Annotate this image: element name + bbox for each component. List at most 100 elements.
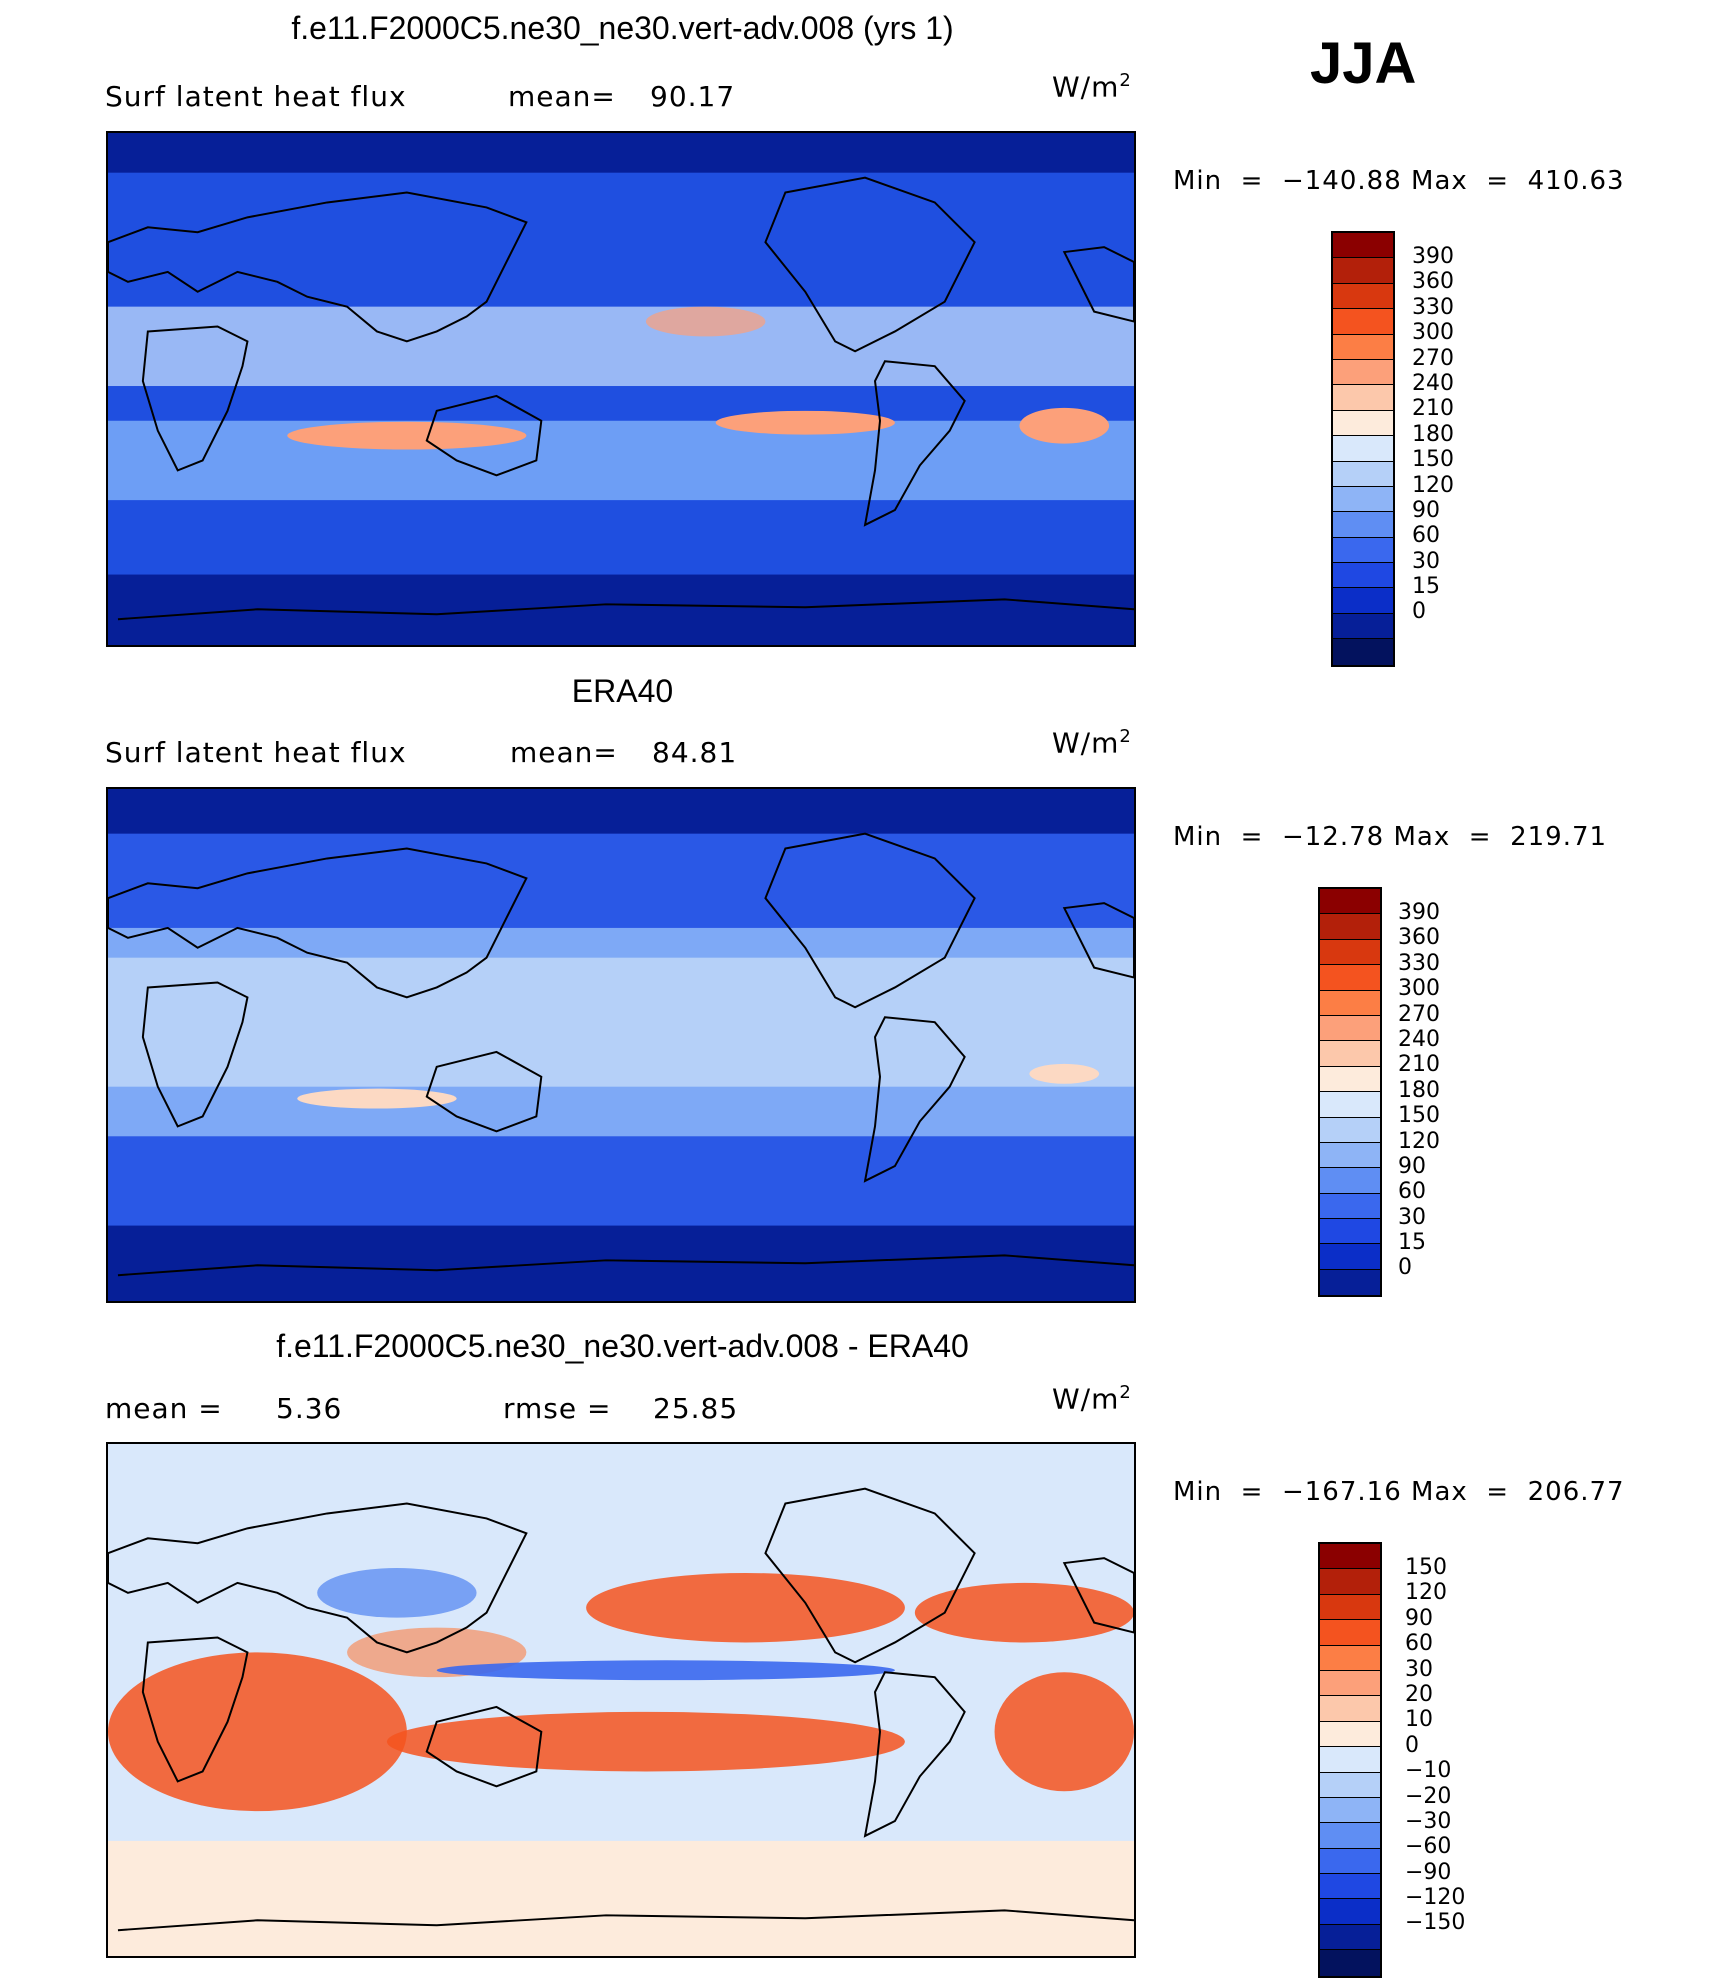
panel-3-colorbar-labels: 150 120 90 60 30 20 10 0 −10 −20 −30 −60 −90 −120 −150: [1405, 1555, 1465, 1936]
colorbar-label: 330: [1398, 950, 1440, 976]
colorbar-label: 210: [1398, 1052, 1440, 1078]
map-background: [108, 133, 1134, 645]
colorbar-swatch: [1333, 486, 1393, 513]
colorbar-swatch: [1333, 334, 1393, 360]
anomaly-negative-itcz: [436, 1660, 895, 1681]
colorbar-label: 150: [1412, 447, 1454, 473]
panel-1-colorbar-labels: 390 360 330 300 270 240 210 180 150 120 90 60 30 15 0: [1412, 244, 1454, 625]
warm-region-atlantic: [1029, 1063, 1100, 1084]
colorbar-swatch: [1333, 258, 1393, 284]
anomaly-spacific: [386, 1711, 905, 1772]
eurasia-coast: [108, 1502, 528, 1654]
colorbar-label: 240: [1412, 370, 1454, 396]
colorbar-label: 0: [1405, 1732, 1419, 1758]
australia-coast: [425, 394, 543, 477]
australia-coast: [425, 1050, 543, 1133]
colorbar-swatch: [1333, 613, 1393, 640]
colorbar-swatch: [1320, 1747, 1380, 1773]
south-america-coast: [863, 1016, 966, 1183]
colorbar-swatch: [1320, 1797, 1380, 1824]
colorbar-label: 90: [1398, 1153, 1426, 1179]
africa-coast: [141, 1636, 249, 1783]
colorbar-label: 240: [1398, 1026, 1440, 1052]
panel-1-map: [106, 131, 1136, 647]
colorbar-label: −20: [1405, 1783, 1452, 1809]
colorbar-label: 20: [1405, 1681, 1433, 1707]
colorbar-label: 390: [1412, 244, 1454, 269]
colorbar-label: 120: [1412, 472, 1454, 498]
anomaly-atlantic-africa: [108, 1652, 407, 1812]
colorbar-swatch: [1320, 1168, 1380, 1194]
colorbar-label: −120: [1405, 1885, 1466, 1911]
anomaly-satlantic: [994, 1672, 1134, 1792]
colorbar-label: −90: [1405, 1859, 1452, 1885]
panel-1-unit: W/m2: [1052, 70, 1132, 104]
colorbar-swatch: [1320, 990, 1380, 1016]
colorbar-label: −10: [1405, 1758, 1452, 1784]
panel-1-variable-label: Surf latent heat flux: [105, 80, 407, 113]
colorbar-swatch: [1320, 1015, 1380, 1042]
colorbar-swatch: [1320, 1142, 1380, 1169]
colorbar-swatch: [1320, 1899, 1380, 1925]
colorbar-label: 180: [1398, 1077, 1440, 1103]
europe-coast-east: [1062, 902, 1134, 979]
anomaly-npacific: [586, 1572, 905, 1643]
colorbar-swatch: [1320, 1772, 1380, 1798]
arctic-band: [108, 133, 1134, 173]
warm-region-indian: [287, 421, 527, 450]
north-america-coast: [764, 832, 976, 1009]
eurasia-coast: [108, 847, 528, 999]
colorbar-label: 30: [1398, 1204, 1426, 1230]
panel-1-colorbar: [1331, 231, 1395, 667]
colorbar-swatch: [1333, 512, 1393, 538]
warm-region-atlantic: [1019, 407, 1110, 444]
colorbar-label: −60: [1405, 1834, 1452, 1860]
antarctica-coast: [117, 598, 1134, 621]
colorbar-swatch: [1320, 1696, 1380, 1722]
colorbar-label: 330: [1412, 294, 1454, 320]
midlat-band: [108, 420, 1134, 501]
colorbar-swatch: [1320, 1041, 1380, 1067]
south-america-coast: [863, 1671, 966, 1838]
southern-band: [108, 1840, 1134, 1956]
colorbar-label: 10: [1405, 1707, 1433, 1733]
colorbar-swatch: [1320, 1269, 1380, 1296]
colorbar-swatch: [1320, 1874, 1380, 1900]
panel-3-rmse-value: 25.85: [653, 1392, 739, 1425]
colorbar-swatch: [1320, 1244, 1380, 1270]
panel-1-map-svg: [108, 133, 1134, 645]
panel-3-mean-value: 5.36: [276, 1392, 343, 1425]
colorbar-label: 360: [1412, 269, 1454, 295]
colorbar-label: 60: [1412, 523, 1440, 549]
africa-coast: [141, 981, 249, 1128]
panel-3-rmse-label: rmse =: [503, 1392, 612, 1425]
panel-2-colorbar-labels: 390 360 330 300 270 240 210 180 150 120 90 60 30 15 0: [1398, 900, 1440, 1281]
anomaly-natlantic: [914, 1582, 1134, 1643]
colorbar-swatch: [1320, 1092, 1380, 1118]
colorbar-swatch: [1333, 233, 1393, 259]
africa-coast: [141, 325, 249, 472]
coastlines: [108, 832, 1134, 1277]
panel-2-unit: W/m2: [1052, 726, 1132, 760]
colorbar-swatch: [1320, 1645, 1380, 1671]
colorbar-label: 150: [1405, 1555, 1447, 1580]
colorbar-swatch: [1333, 283, 1393, 310]
colorbar-label: 15: [1412, 574, 1440, 600]
colorbar-swatch: [1320, 1924, 1380, 1951]
colorbar-label: 120: [1405, 1580, 1447, 1606]
colorbar-swatch: [1333, 436, 1393, 462]
colorbar-label: 0: [1398, 1255, 1412, 1281]
colorbar-swatch: [1320, 965, 1380, 991]
panel-1-mean-value: 90.17: [650, 80, 736, 113]
panel-3-unit: W/m2: [1052, 1382, 1132, 1416]
colorbar-swatch: [1333, 588, 1393, 614]
warm-region-npac: [645, 306, 766, 337]
tropical-band: [108, 957, 1134, 1087]
colorbar-label: 180: [1412, 421, 1454, 447]
panel-3-map: [106, 1442, 1136, 1958]
north-america-coast: [764, 1487, 976, 1664]
antarctica-coast: [117, 1909, 1134, 1932]
colorbar-label: 15: [1398, 1230, 1426, 1256]
colorbar-swatch: [1333, 639, 1393, 665]
colorbar-label: 60: [1405, 1631, 1433, 1657]
